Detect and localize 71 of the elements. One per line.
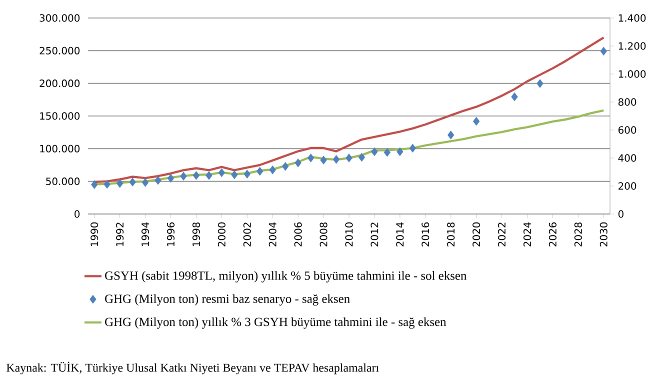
x-tick-label: 2018 bbox=[447, 222, 455, 246]
y-tick-label: 250.000 bbox=[40, 46, 80, 54]
point bbox=[142, 178, 149, 187]
y-tick-label: 150.000 bbox=[40, 112, 80, 120]
point bbox=[346, 154, 352, 162]
x-tick-label: 2000 bbox=[218, 222, 226, 246]
legend-label: GHG (Milyon ton) yıllık % 3 GSYH büyüme tahmini ile - sağ eksen bbox=[105, 317, 446, 329]
x-tick-label: 2014 bbox=[396, 222, 404, 246]
point bbox=[91, 180, 98, 189]
point bbox=[371, 147, 378, 156]
x-tick-label: 2010 bbox=[345, 222, 353, 246]
y-tick-label: 50.000 bbox=[46, 178, 80, 186]
y2-tick-label: 1.000 bbox=[618, 70, 646, 78]
y2-tick-label: 200 bbox=[618, 182, 636, 190]
point bbox=[320, 156, 327, 164]
x-tick-label: 2024 bbox=[523, 222, 532, 246]
point bbox=[154, 176, 162, 185]
point bbox=[116, 179, 124, 188]
point bbox=[269, 166, 276, 174]
point bbox=[536, 79, 544, 88]
x-tick-label: 1990 bbox=[90, 222, 98, 246]
y2-tick-label: 600 bbox=[618, 126, 636, 134]
point bbox=[180, 172, 187, 181]
point bbox=[511, 92, 518, 102]
point bbox=[472, 116, 480, 126]
point bbox=[409, 144, 416, 153]
y2-tick-label: 0 bbox=[618, 210, 624, 218]
point bbox=[206, 171, 212, 180]
x-tick-label: 2026 bbox=[548, 222, 556, 246]
x-tick-label: 2004 bbox=[268, 222, 276, 246]
x-tick-label: 1996 bbox=[166, 222, 175, 246]
point bbox=[294, 158, 302, 168]
x-tick-label: 2020 bbox=[472, 222, 480, 246]
y-tick-label: 100.000 bbox=[40, 144, 80, 152]
point bbox=[358, 152, 366, 162]
y-tick-label: 300.000 bbox=[40, 14, 80, 22]
point bbox=[332, 155, 340, 164]
point bbox=[307, 154, 314, 162]
point bbox=[256, 166, 264, 176]
x-tick-label: 2016 bbox=[422, 222, 430, 246]
x-tick-label: 1994 bbox=[142, 222, 150, 246]
y2-tick-label: 1.200 bbox=[618, 42, 646, 50]
point bbox=[396, 147, 404, 156]
point bbox=[167, 174, 174, 183]
point bbox=[218, 168, 226, 178]
point bbox=[244, 170, 250, 178]
x-tick-label: 1992 bbox=[116, 222, 124, 246]
x-tick-label: 2030 bbox=[600, 222, 608, 246]
legend-label: GSYH (sabit 1998TL, milyon) yıllık % 5 büyüme tahmini ile - sol eksen bbox=[105, 271, 467, 282]
x-tick-label: 2002 bbox=[243, 222, 251, 246]
text: Kaynak: TÜİK, Türkiye Ulusal Katkı Niyeti Beyanı ve TEPAV hesaplamaları bbox=[6, 362, 379, 374]
x-tick-label: 2028 bbox=[574, 222, 582, 246]
y2-tick-label: 800 bbox=[618, 98, 636, 106]
x-tick-label: 2006 bbox=[294, 222, 302, 246]
point bbox=[384, 148, 391, 157]
y-tick-label: 200.000 bbox=[40, 80, 80, 88]
x-tick-label: 2022 bbox=[498, 222, 506, 246]
x-tick-label: 1998 bbox=[192, 222, 200, 246]
x-tick-label: 2008 bbox=[320, 222, 328, 246]
point bbox=[231, 170, 238, 180]
y-tick-label: 0 bbox=[74, 210, 80, 218]
point bbox=[282, 162, 289, 171]
point bbox=[192, 171, 200, 180]
point bbox=[104, 180, 110, 189]
point bbox=[600, 46, 607, 56]
y2-tick-label: 400 bbox=[618, 154, 636, 162]
y2-tick-label: 1.400 bbox=[618, 14, 646, 22]
x-tick-label: 2012 bbox=[370, 222, 378, 246]
legend-label: GHG (Milyon ton) resmi baz senaryo - sağ eksen bbox=[105, 294, 350, 306]
point bbox=[448, 130, 454, 140]
point bbox=[129, 178, 136, 186]
